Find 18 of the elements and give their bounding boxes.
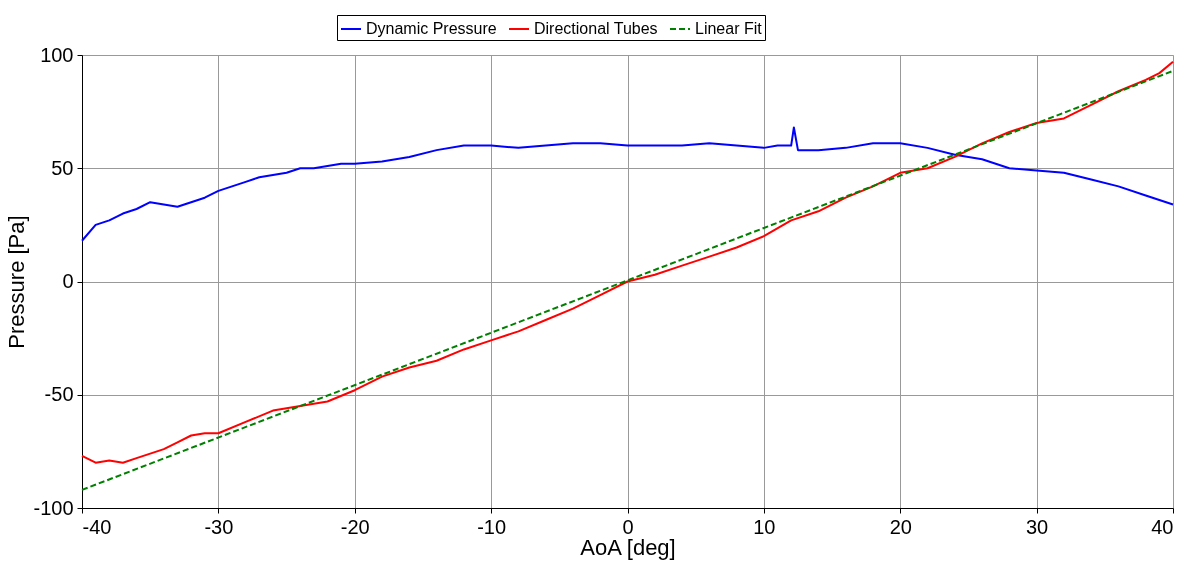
y-axis-title: Pressure [Pa]	[4, 215, 30, 349]
line-series	[81, 126, 1174, 242]
legend-label: Linear Fit	[695, 20, 763, 37]
legend-label: Dynamic Pressure	[366, 20, 497, 37]
legend-label: Directional Tubes	[534, 20, 658, 37]
y-tick-label: -100	[33, 496, 74, 519]
x-tick-label: 30	[1026, 515, 1049, 538]
x-tick-label: 20	[889, 515, 912, 538]
x-tick-label: -20	[340, 515, 370, 538]
y-tick-label: 0	[62, 270, 74, 292]
x-tick-label: -40	[82, 515, 112, 538]
x-tick-label: 10	[753, 515, 776, 538]
x-tick-label: -30	[204, 515, 234, 538]
y-tick-label: 100	[40, 43, 74, 66]
x-tick-label: -10	[477, 515, 507, 538]
x-tick-label: 40	[1151, 515, 1174, 538]
y-tick-label: -50	[44, 383, 74, 406]
y-tick-label: 50	[51, 156, 74, 179]
